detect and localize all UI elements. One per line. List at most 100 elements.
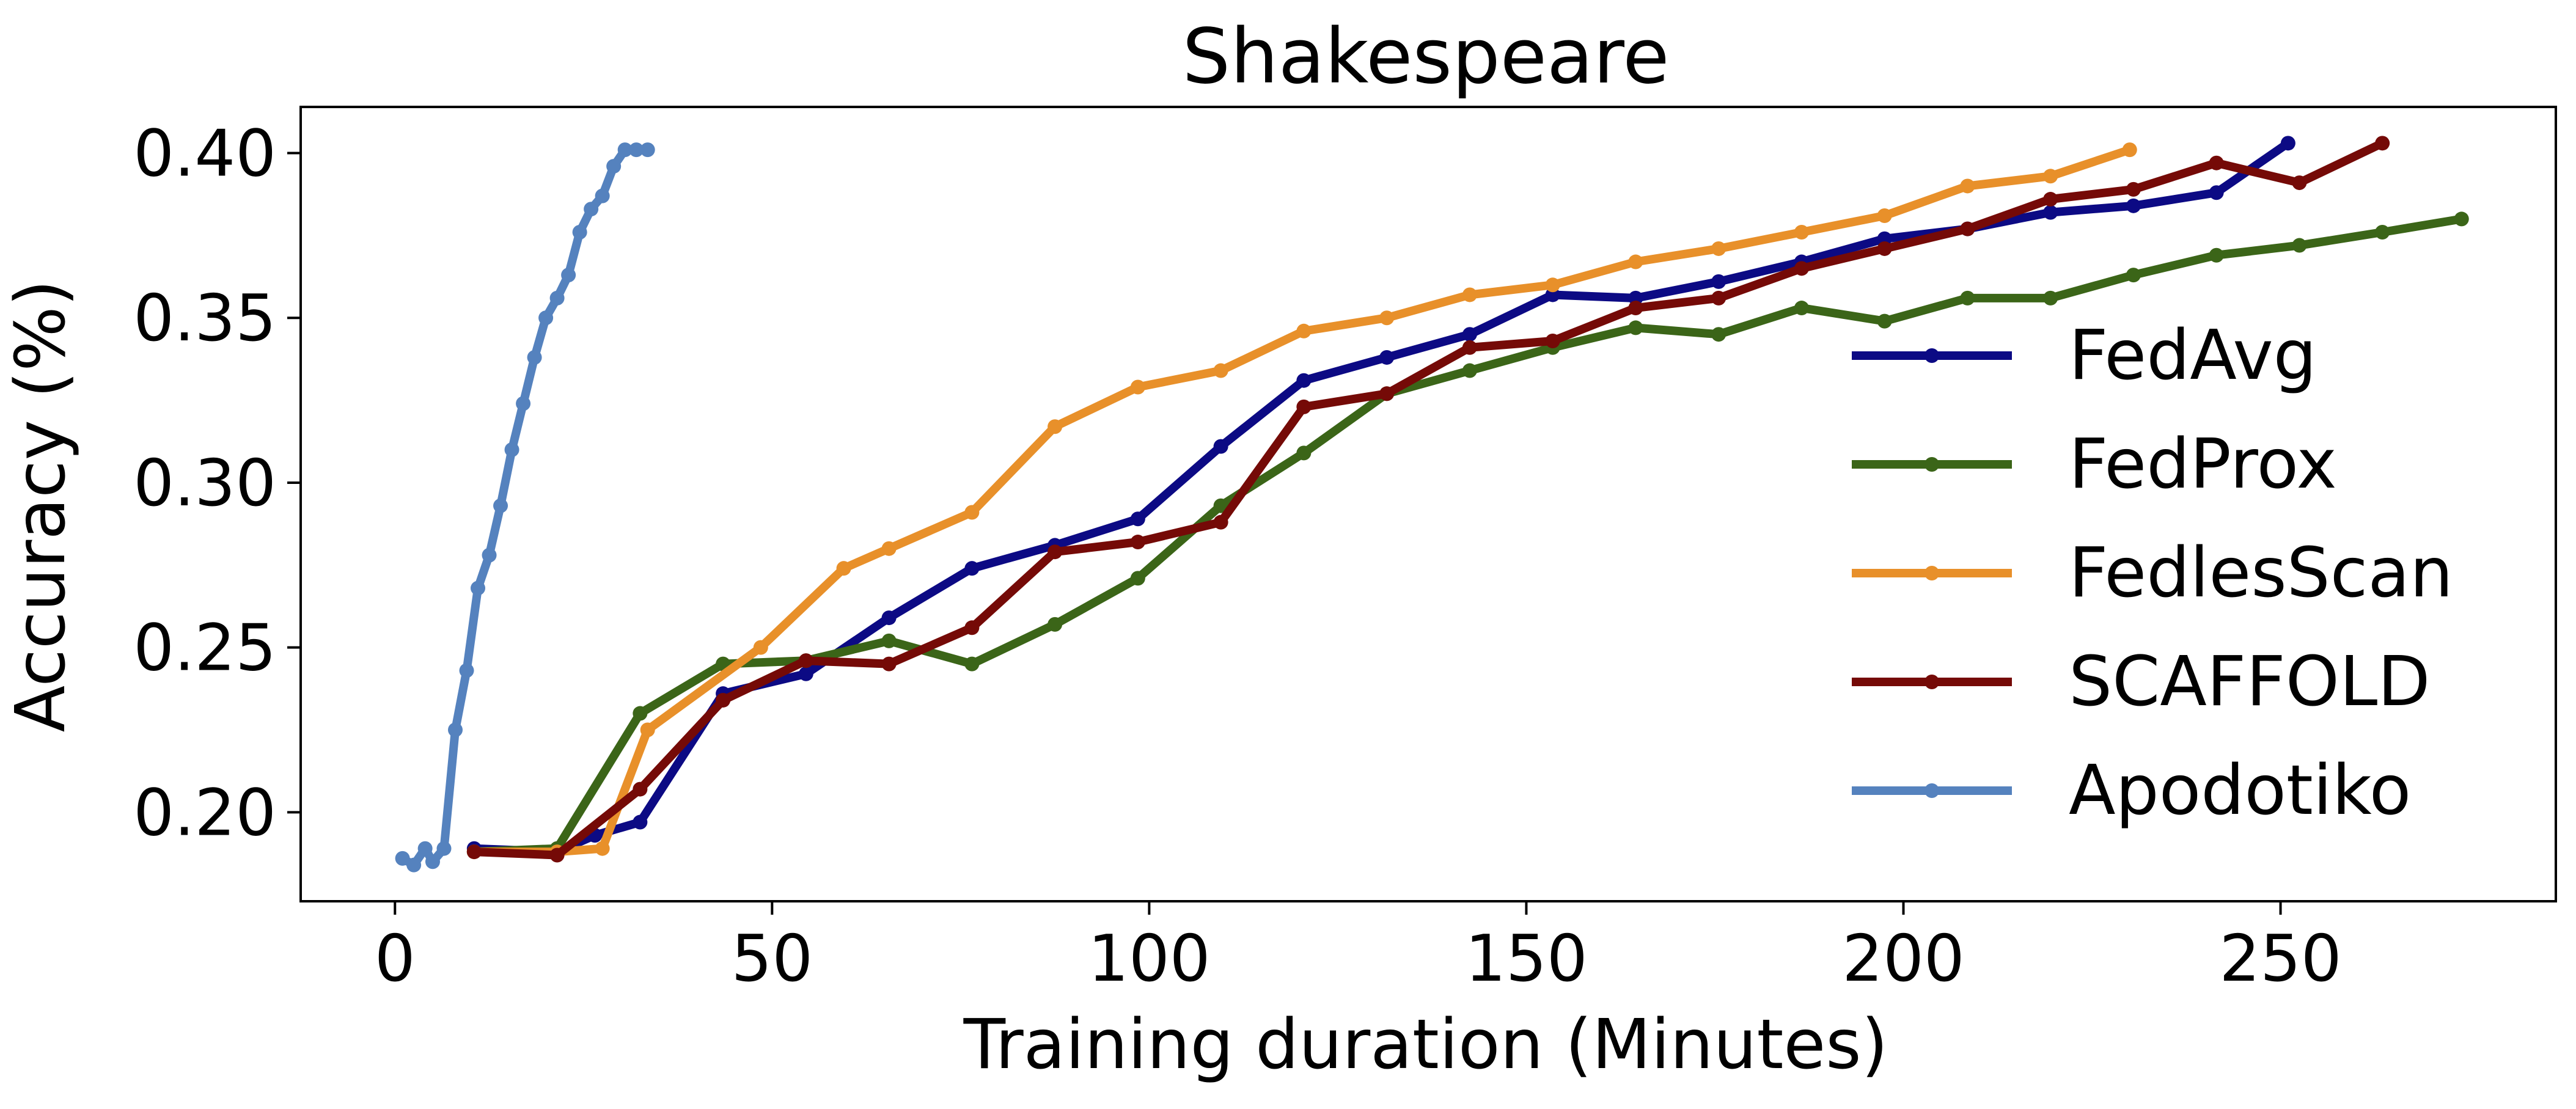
- data-point: [881, 656, 897, 672]
- data-point: [1794, 261, 1809, 276]
- data-point: [2043, 192, 2058, 207]
- data-point: [1379, 350, 1395, 365]
- chart-title: Shakespeare: [1182, 13, 1669, 101]
- series-line: [469, 139, 2292, 857]
- data-point: [2126, 181, 2141, 197]
- data-point: [1130, 379, 1145, 395]
- data-point: [1213, 439, 1228, 454]
- data-point: [1213, 363, 1228, 378]
- data-point: [881, 633, 897, 648]
- legend-label: FedAvg: [2069, 316, 2317, 395]
- series-scaffold: [466, 136, 2390, 863]
- data-point: [640, 142, 655, 158]
- data-point: [1130, 535, 1145, 550]
- x-tick-label: 150: [1465, 921, 1587, 996]
- data-point: [1213, 514, 1228, 530]
- y-axis-title: Accuracy (%): [1, 280, 81, 733]
- series-layer: [395, 136, 2469, 873]
- data-point: [1296, 399, 1312, 414]
- data-point: [633, 814, 648, 830]
- data-point: [964, 620, 980, 635]
- legend-label: Apodotiko: [2069, 751, 2411, 830]
- series-line: [469, 139, 2387, 860]
- data-point: [1048, 419, 1063, 434]
- data-point: [753, 640, 768, 655]
- data-point: [1711, 290, 1727, 306]
- data-point: [629, 142, 644, 158]
- data-point: [1545, 277, 1560, 293]
- series-fedlesscan: [466, 142, 2137, 860]
- data-point: [1462, 363, 1477, 378]
- data-point: [466, 844, 482, 860]
- data-point: [964, 505, 980, 520]
- data-point: [549, 290, 565, 306]
- data-point: [2209, 247, 2224, 263]
- legend-marker: [1925, 783, 1939, 798]
- legend-marker: [1925, 566, 1939, 580]
- data-point: [471, 580, 486, 596]
- legend-marker: [1925, 675, 1939, 689]
- data-point: [1628, 301, 1643, 316]
- data-point: [395, 851, 410, 866]
- data-point: [2043, 205, 2058, 220]
- y-axis: 0.20 0.25 0.30 0.35 0.40: [133, 117, 301, 850]
- y-tick-label: 0.35: [133, 281, 276, 356]
- x-tick-label: 50: [732, 921, 813, 996]
- data-point: [1711, 274, 1727, 289]
- data-point: [2126, 268, 2141, 283]
- data-point: [1794, 301, 1809, 316]
- data-point: [1462, 340, 1477, 355]
- data-point: [1296, 445, 1312, 461]
- data-point: [964, 561, 980, 576]
- data-point: [2043, 290, 2058, 306]
- data-point: [1296, 373, 1312, 388]
- data-point: [1048, 544, 1063, 560]
- legend: FedAvg FedProx FedlesScan SCAFFOLD Apodotiko: [1852, 316, 2453, 830]
- data-point: [633, 706, 648, 721]
- data-point: [1711, 327, 1727, 342]
- legend-item: FedProx: [1852, 425, 2337, 504]
- data-point: [1877, 241, 1892, 256]
- x-tick-label: 200: [1842, 921, 1964, 996]
- legend-item: FedAvg: [1852, 316, 2317, 395]
- data-point: [561, 268, 576, 283]
- y-tick-label: 0.25: [133, 611, 276, 686]
- data-point: [1877, 313, 1892, 329]
- data-point: [2292, 238, 2307, 253]
- data-point: [1711, 241, 1727, 256]
- data-point: [1213, 498, 1228, 513]
- data-point: [964, 656, 980, 672]
- data-point: [2292, 175, 2307, 191]
- data-point: [436, 841, 452, 856]
- data-point: [482, 547, 497, 563]
- data-point: [1960, 290, 1975, 306]
- data-point: [1379, 386, 1395, 401]
- data-point: [1960, 178, 1975, 194]
- data-point: [2375, 136, 2390, 151]
- data-point: [1130, 571, 1145, 586]
- data-point: [493, 498, 508, 513]
- data-point: [447, 722, 463, 738]
- data-point: [617, 142, 633, 158]
- data-point: [572, 224, 587, 240]
- data-point: [716, 692, 731, 708]
- data-point: [1048, 617, 1063, 632]
- legend-label: FedlesScan: [2069, 533, 2453, 613]
- data-point: [1545, 333, 1560, 348]
- data-point: [595, 841, 610, 856]
- data-point: [516, 396, 531, 411]
- legend-marker: [1925, 348, 1939, 363]
- series-line: [469, 145, 2134, 857]
- data-point: [606, 159, 622, 174]
- data-point: [2375, 224, 2390, 240]
- data-point: [584, 202, 599, 217]
- data-point: [1379, 310, 1395, 326]
- legend-label: FedProx: [2069, 425, 2337, 504]
- legend-item: FedlesScan: [1852, 533, 2453, 613]
- plot-area: [299, 106, 2557, 902]
- data-point: [1296, 323, 1312, 339]
- data-point: [2122, 142, 2137, 158]
- data-point: [1462, 327, 1477, 342]
- data-point: [1960, 221, 1975, 236]
